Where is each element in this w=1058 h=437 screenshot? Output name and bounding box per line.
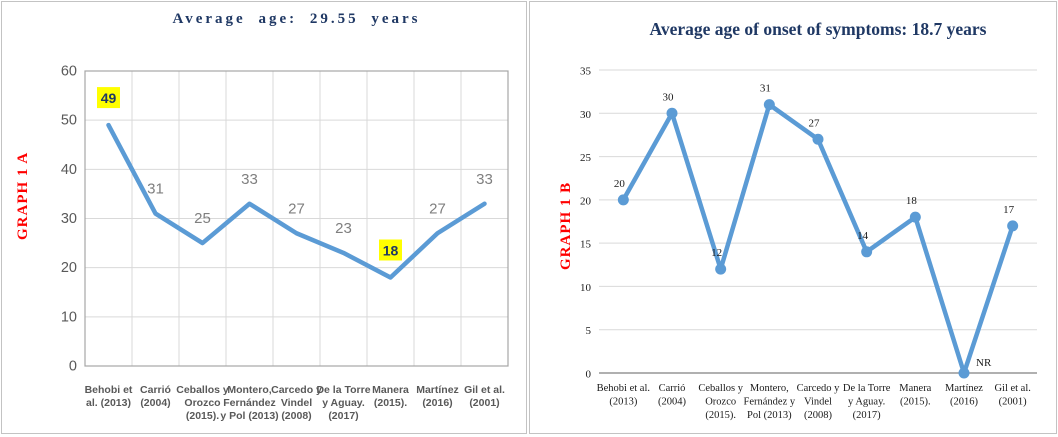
data-point-marker [763, 99, 775, 111]
graph-1b-title: Average age of onset of symptoms: 18.7 y… [649, 19, 987, 39]
y-axis-tick-label: 15 [580, 239, 592, 251]
graph-1a-title: Average age: 29.55 years [172, 11, 421, 27]
y-axis-tick-label: 60 [61, 64, 77, 80]
data-label: 31 [147, 181, 164, 198]
data-label: 31 [760, 83, 771, 95]
data-point-marker [715, 263, 727, 275]
data-point-marker [909, 211, 921, 223]
y-axis-tick-label: 50 [61, 113, 77, 129]
x-axis-category-label: De la Torre y Aguay. (2017) [843, 383, 891, 421]
x-axis-category-label: Manera (2015). [372, 384, 409, 409]
graph-1a-panel: 0 10 20 30 40 50 60 49 31 25 33 27 23 18 27 33 Behobi et… [1, 1, 527, 434]
highlight-box [379, 239, 402, 261]
x-axis-category-label: Carrió (2004) [140, 384, 171, 409]
data-label: 18 [906, 195, 918, 207]
data-point-marker [617, 194, 629, 206]
y-axis-tick-label: 0 [586, 369, 592, 381]
data-label: 12 [711, 247, 722, 259]
data-label: 33 [476, 171, 493, 188]
highlighted-data-label: 18 [383, 243, 399, 259]
y-axis-tick-label: 0 [69, 359, 77, 375]
highlight-box [97, 87, 120, 109]
data-label: 27 [429, 200, 446, 217]
x-axis-category-label: De la Torre y Aguay. (2017) [316, 384, 370, 422]
y-axis-tick-label: 10 [61, 309, 77, 325]
y-axis-tick-label: 20 [580, 195, 592, 207]
x-axis-category-label: Carcedo y Vindel (2008) [797, 383, 841, 421]
not-reported-label: NR [976, 357, 992, 369]
data-label: 27 [288, 200, 305, 217]
graph-1b-side-label: GRAPH 1 B [558, 181, 574, 270]
y-axis-tick-label: 30 [580, 109, 592, 121]
data-point-marker [1007, 220, 1019, 232]
x-axis-category-label: Gil et al. (2001) [994, 383, 1030, 408]
x-axis-category-label: Carrió (2004) [658, 383, 686, 408]
graph-1b-panel: 0 5 10 15 20 25 30 35 20 30 12 31 27 14 18 NR 17 Behobi e… [529, 1, 1057, 434]
y-axis-tick-label: 5 [586, 325, 592, 337]
x-axis-category-label: Gil et al. (2001) [464, 384, 505, 409]
data-label: 23 [335, 220, 352, 237]
x-axis-category-label: Martínez (2016) [945, 383, 983, 408]
data-label: 27 [809, 117, 821, 129]
graph-1a-side-label: GRAPH 1 A [15, 151, 31, 240]
x-axis-category-label: Montero, Fernández y Pol (2013) [744, 383, 796, 421]
data-label: 30 [663, 91, 675, 103]
x-axis-category-label: Behobi et al. (2013) [85, 384, 133, 409]
data-label: 33 [241, 171, 258, 188]
x-axis-category-label: Ceballos y Orozco (2015). [698, 383, 743, 421]
x-axis-category-label: Carcedo y Vindel (2008) [271, 384, 322, 422]
data-point-marker [958, 367, 970, 379]
data-point-marker [861, 246, 873, 258]
y-axis-tick-label: 25 [580, 152, 592, 164]
x-axis-category-label: Martínez (2016) [416, 384, 459, 409]
x-axis-category-label: Behobi et al. (2013) [597, 383, 650, 408]
data-label: 14 [857, 230, 869, 242]
graph-1b-plot: 0 5 10 15 20 25 30 35 20 30 12 31 27 14 18 NR 17 Behobi e… [580, 66, 1037, 421]
series-line [106, 122, 487, 280]
data-label: 17 [1003, 204, 1015, 216]
data-point-marker [666, 107, 678, 119]
graph-1a-plot: 0 10 20 30 40 50 60 49 31 25 33 27 23 18 27 33 Behobi et… [61, 64, 509, 422]
plot-border [84, 70, 509, 367]
data-point-marker [812, 133, 824, 145]
x-axis-category-label: Montero, Fernández y Pol (2013) [220, 384, 278, 422]
x-axis-category-label: Manera (2015). [899, 383, 931, 408]
y-axis-tick-label: 30 [61, 211, 77, 227]
data-label: 25 [194, 210, 211, 227]
y-axis-tick-label: 40 [61, 162, 77, 178]
y-axis-tick-label: 10 [580, 282, 592, 294]
data-label: 20 [614, 178, 626, 190]
highlighted-data-label: 49 [101, 90, 117, 106]
y-axis-tick-label: 20 [61, 260, 77, 276]
y-axis-tick-label: 35 [580, 66, 592, 78]
series-line [621, 102, 1015, 376]
x-axis-category-label: Ceballos y Orozco (2015). [176, 384, 229, 422]
